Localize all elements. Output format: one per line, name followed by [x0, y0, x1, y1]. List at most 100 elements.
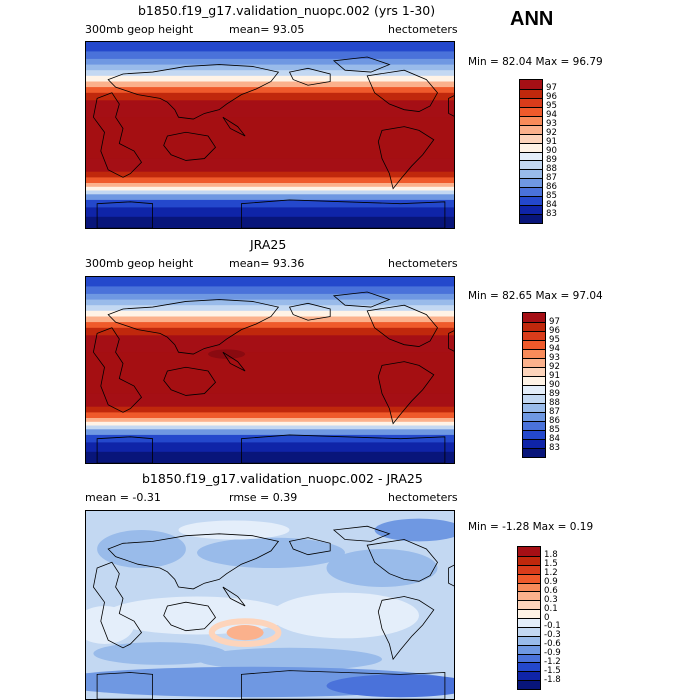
colorbar-tick-label: -0.6 — [544, 639, 561, 650]
colorbar-swatch — [520, 80, 542, 89]
colorbar-tick-label: 93 — [546, 119, 557, 130]
panel-1-title: b1850.f19_g17.validation_nuopc.002 (yrs … — [138, 3, 436, 18]
colorbar-tick-label: 88 — [546, 163, 557, 174]
panel-3-rmse: rmse = 0.39 — [229, 491, 298, 504]
colorbar-tick-label: 0.3 — [544, 594, 558, 605]
colorbar-tick-label: 1.8 — [544, 550, 558, 561]
colorbar-tick-label: 91 — [546, 137, 557, 148]
colorbar-tick-label: -0.1 — [544, 621, 561, 632]
colorbar-tick-label: 88 — [549, 397, 560, 408]
coastline — [97, 437, 153, 463]
colorbar-tick-label: 90 — [549, 379, 560, 390]
coastline — [449, 95, 455, 118]
colorbar-tick-label: 96 — [549, 325, 560, 336]
colorbar-swatch — [520, 178, 542, 188]
colorbar-swatch — [518, 662, 540, 672]
colorbar-tick-label: 86 — [549, 415, 560, 426]
colorbar-tick-label: 0 — [544, 612, 550, 623]
colorbar-tick-label: 97 — [546, 83, 557, 94]
colorbar-tick-label: 96 — [546, 92, 557, 103]
contour-band — [86, 310, 454, 317]
coastline — [164, 367, 216, 395]
colorbar-tick-label: 84 — [549, 433, 560, 444]
coastline — [223, 587, 245, 606]
contour-region — [326, 674, 454, 698]
contour-band — [86, 305, 454, 312]
panel-1-colorbar: 97 96 95 94 93 92 91 90 89 88 87 86 85 84 83 — [519, 79, 557, 224]
colorbar-swatch — [523, 322, 545, 331]
colorbar-swatch — [523, 394, 545, 403]
coastline — [241, 671, 445, 700]
contour-band — [86, 429, 454, 436]
coastline — [241, 200, 445, 228]
colorbar-tick-label: 85 — [549, 424, 560, 435]
colorbar-swatch — [523, 421, 545, 430]
colorbar-swatch — [518, 591, 540, 601]
contour-band — [86, 81, 454, 88]
coastline — [97, 202, 153, 228]
colorbar-swatch — [518, 644, 540, 654]
contour-region — [197, 647, 382, 671]
colorbar-tick-label: 92 — [549, 361, 560, 372]
contour-band — [86, 70, 454, 77]
coastline — [290, 538, 331, 555]
coastline — [334, 526, 389, 541]
contour-band — [86, 316, 454, 323]
colorbar-swatch — [523, 448, 545, 457]
colorbar-swatch — [523, 385, 545, 394]
panel-2-title: JRA25 — [250, 237, 287, 252]
colorbar-swatch — [523, 412, 545, 421]
colorbar-swatch — [518, 635, 540, 645]
colorbar-swatch — [518, 671, 540, 681]
colorbar-swatch — [520, 169, 542, 179]
colorbar-swatch — [520, 187, 542, 197]
colorbar-tick-label: 0.9 — [544, 577, 558, 587]
contour-band — [86, 293, 454, 301]
panel-3-colorbar: 1.8 1.5 1.2 0.9 0.6 0.3 0.1 0 -0.1 -0.3 -0.6 -0.9 -1… — [517, 546, 561, 690]
colorbar-tick-label: 95 — [549, 334, 560, 345]
colorbar-tick-label: 91 — [549, 370, 560, 381]
colorbar-swatch — [520, 160, 542, 170]
contour-band — [86, 64, 454, 71]
colorbar-swatch — [520, 196, 542, 206]
coastline — [449, 564, 455, 587]
colorbar-tick-label: -1.5 — [544, 665, 561, 676]
panel-1-variable: 300mb geop height — [85, 23, 194, 36]
contour-band — [86, 42, 454, 52]
colorbar-swatch — [518, 573, 540, 583]
contour-band — [86, 183, 454, 188]
contour-region — [271, 592, 419, 639]
contour-region — [104, 596, 290, 635]
colorbar-swatch — [520, 151, 542, 161]
coastline — [449, 330, 455, 353]
colorbar-tick-label: 84 — [546, 199, 557, 210]
coastline — [290, 68, 331, 85]
contour-band — [86, 327, 454, 336]
contour-band — [86, 425, 454, 430]
colorbar-swatch — [523, 403, 545, 412]
contour-band — [86, 75, 454, 82]
colorbar-tick-label: 95 — [546, 101, 557, 112]
colorbar-swatch — [518, 564, 540, 574]
panel-3-title: b1850.f19_g17.validation_nuopc.002 - JRA… — [142, 471, 423, 486]
colorbar-swatch — [518, 618, 540, 627]
colorbar-tick-label: 97 — [549, 316, 560, 327]
panel-1-minmax: Min = 82.04 Max = 96.79 — [468, 56, 603, 68]
colorbar-swatch — [518, 555, 540, 565]
contour-band — [86, 418, 454, 423]
colorbar-swatch — [520, 142, 542, 152]
colorbar-swatch — [523, 349, 545, 358]
colorbar-swatch — [520, 133, 542, 143]
contour-band — [86, 171, 454, 178]
contour-band — [86, 451, 454, 463]
colorbar-swatch — [520, 97, 542, 107]
colorbar-tick-label: 94 — [546, 110, 557, 121]
contour-band — [86, 177, 454, 184]
colorbar-tick-label: -1.2 — [544, 656, 561, 667]
coastline — [223, 352, 245, 371]
contour-region — [178, 520, 290, 540]
colorbar-tick-label: 92 — [546, 128, 557, 139]
coastline — [97, 673, 153, 700]
coastline — [378, 597, 434, 660]
coastline — [93, 562, 141, 648]
